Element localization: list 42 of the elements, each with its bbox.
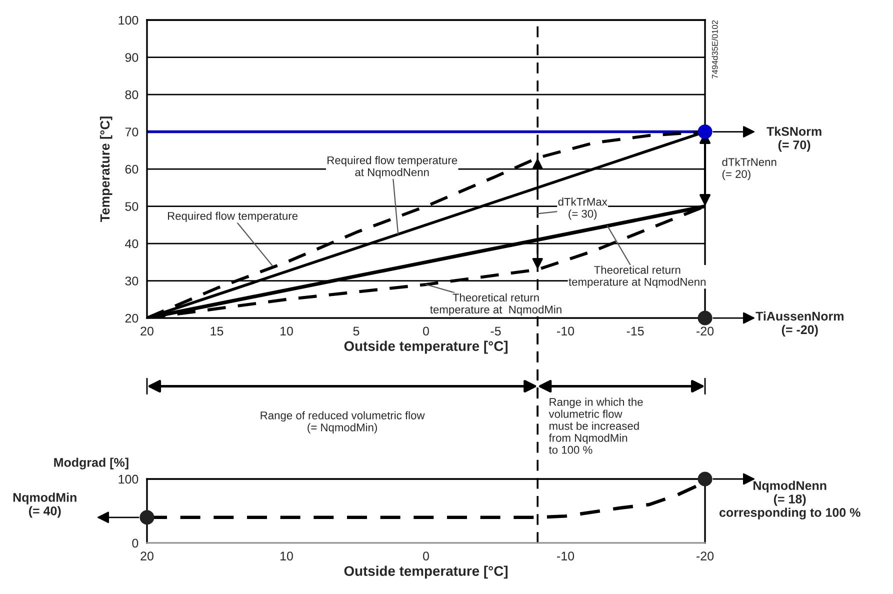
y-tick-label: 100 <box>118 16 138 25</box>
y-tick-label: 30 <box>125 276 138 286</box>
x-tick-label: -20 <box>696 552 714 560</box>
x-tick-label: 20 <box>140 326 154 336</box>
x-axis-title: Outside temperature [°C] <box>344 340 508 354</box>
y-tick-label: 60 <box>125 164 138 174</box>
y-axis-title: Temperature [°C] <box>100 116 112 222</box>
x-axis-title: Outside temperature [°C] <box>344 566 508 579</box>
x-tick-label: -15 <box>626 326 644 336</box>
x-tick-label: 20 <box>140 552 154 560</box>
text: 7494d35E/0102 <box>712 20 718 78</box>
text: Range of reduced volumetric flow (= NqmodMin) <box>260 411 425 434</box>
x-tick-label: 15 <box>210 326 224 336</box>
x-tick-label: -10 <box>557 552 574 560</box>
y-tick-label: 100 <box>118 474 138 484</box>
x-tick-label: 0 <box>423 326 429 336</box>
text: NqmodMin (= 40) <box>13 492 76 518</box>
x-tick-label: 10 <box>280 552 293 560</box>
annotation: Theoretical return temperature at NqmodNenn <box>568 266 706 288</box>
annotation: Theoretical return temperature at NqmodMin <box>430 293 562 316</box>
x-tick-label: -5 <box>490 326 501 336</box>
text: TkSNorm (= 70) <box>766 126 822 152</box>
y-tick-label: 70 <box>125 128 138 136</box>
y-tick-label: 50 <box>125 202 138 211</box>
text: TiAussenNorm (= -20) <box>756 311 844 337</box>
x-tick-label: -10 <box>557 326 574 336</box>
y-axis-title: Modgrad [%] <box>54 458 128 470</box>
text: NqmodNenn (= 18) corresponding to 100 % <box>719 480 860 520</box>
annotation: Required flow temperature at NqmodNenn <box>328 156 458 178</box>
y-tick-label: 90 <box>125 53 138 62</box>
x-tick-label: -20 <box>696 326 714 336</box>
text: dTkTrNenn (= 20) <box>722 158 776 180</box>
x-tick-label: 5 <box>353 326 360 336</box>
x-tick-label: 10 <box>280 326 293 336</box>
x-tick-label: 0 <box>423 552 429 560</box>
annotation: Required flow temperature <box>168 212 298 222</box>
y-tick-label: 0 <box>132 538 138 548</box>
y-tick-label: 20 <box>125 314 138 323</box>
annotation: dTkTrMax (= 30) <box>558 198 608 220</box>
y-tick-label: 80 <box>125 90 138 100</box>
text: Range in which the volumetric flow must be increased from NqmodMin to 100 % <box>548 398 643 454</box>
y-tick-label: 40 <box>125 239 138 248</box>
